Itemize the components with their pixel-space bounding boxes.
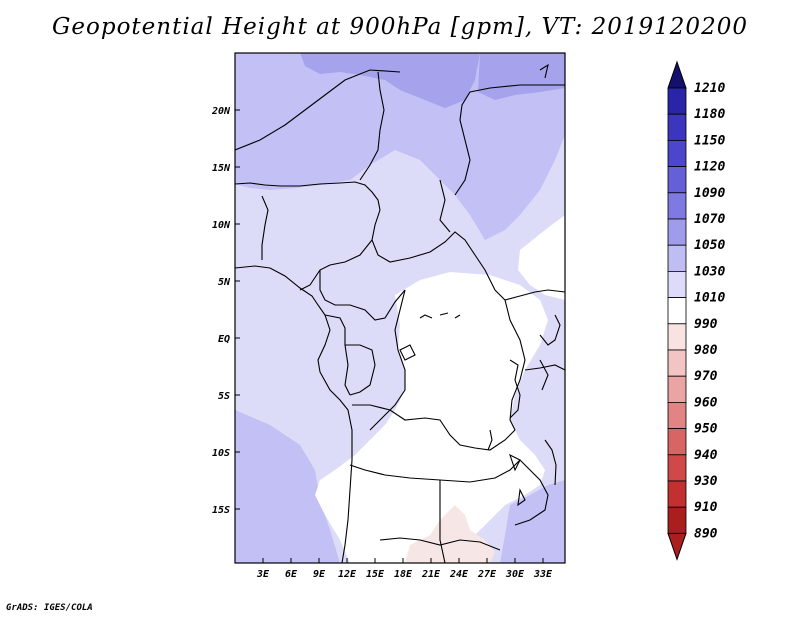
lon-label: 3E [256,569,270,580]
lon-label: 33E [533,569,553,580]
lat-label: 15S [212,505,230,516]
country-borders [235,63,565,563]
field-1030-north [235,53,565,240]
colorbar-segment [667,454,687,482]
colorbar-label: 1150 [694,133,725,148]
field-1050-ne [478,53,565,100]
lon-label: 15E [366,569,385,580]
lon-label: 27E [477,569,497,580]
colorbar-segment [667,375,687,403]
colorbar-label: 1180 [694,107,725,122]
colorbar-segment [667,480,687,508]
colorbar-segment [667,401,687,429]
colorbar-segment [667,192,687,220]
lat-label: 10N [212,220,231,231]
map-frame [234,52,566,564]
colorbar-label: 1070 [694,212,725,227]
lat-label: 5N [218,277,231,288]
colorbar-label: 940 [694,448,718,463]
colorbar-segment [667,506,687,534]
colorbar: 1210 1180 1150 1120 1090 1070 1050 1030 1010 990 9… [667,60,725,561]
colorbar-label: 1050 [694,238,725,253]
lat-labels: 20N 15N 10N 5N EQ 5S 10S 15S [211,106,231,516]
lon-label: 6E [285,569,298,580]
colorbar-label: 970 [694,369,718,384]
lon-label: 18E [394,569,413,580]
colorbar-label: 1090 [694,186,725,201]
field-1030-southeast [500,480,565,563]
field-990-patch-ne [518,215,565,300]
axis-ticks [235,109,544,563]
colorbar-label: 990 [694,317,718,332]
map-plot [235,53,565,563]
colorbar-label: 890 [694,526,718,541]
colorbar-segment [667,218,687,246]
lat-label: 10S [212,448,230,459]
colorbar-segment [667,139,687,167]
colorbar-segment [667,166,687,194]
colorbar-label: 930 [694,474,718,489]
colorbar-segment [667,323,687,351]
colorbar-label: 980 [694,343,718,358]
field-990-central [315,272,548,563]
colorbar-segment [667,87,687,115]
lon-label: 24E [449,569,469,580]
colorbar-segment [667,270,687,298]
colorbar-segment [667,428,687,456]
colorbar-bottom-triangle [667,532,687,561]
lon-label: 30E [505,569,525,580]
lon-label: 9E [313,569,326,580]
field-980-south [405,505,495,563]
lon-label: 12E [338,569,357,580]
lat-label: 15N [212,163,231,174]
lat-label: EQ [218,334,230,345]
lat-label: 20N [211,106,231,117]
colorbar-segment [667,244,687,272]
colorbar-segment [667,297,687,325]
field-1050-north [300,53,480,108]
colorbar-label: 1120 [694,160,725,175]
colorbar-label: 960 [694,395,718,410]
map-title: Geopotential Height at 900hPa [gpm], VT:… [52,14,748,40]
colorbar-top-triangle [667,60,687,89]
colorbar-label: 950 [694,422,718,437]
colorbar-label: 1030 [694,264,725,279]
lon-label: 21E [421,569,441,580]
colorbar-label: 1010 [694,291,725,306]
colorbar-segment [667,349,687,377]
field-1030-southwest [235,410,340,563]
grads-credit: GrADS: IGES/COLA [6,603,93,613]
colorbar-label: 1210 [694,81,725,96]
colorbar-label: 910 [694,500,718,515]
lat-label: 5S [218,391,230,402]
lon-labels: 3E 6E 9E 12E 15E 18E 21E 24E 27E 30E 33E [256,569,553,580]
colorbar-segment [667,113,687,141]
